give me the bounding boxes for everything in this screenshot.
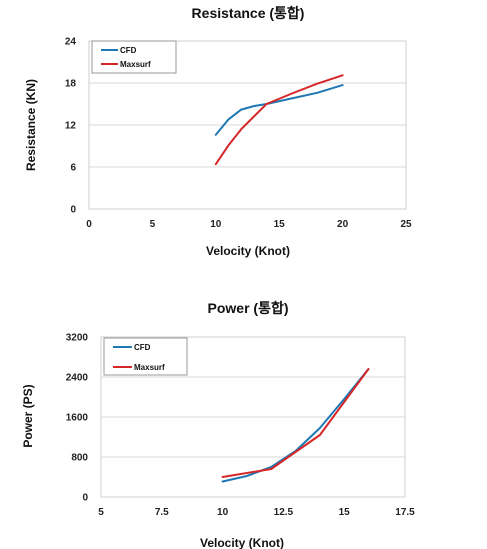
resistance-y-tick-label: 0 bbox=[70, 205, 76, 216]
power-x-tick-label: 17.5 bbox=[395, 507, 415, 518]
resistance-chart-title: Resistance (통합) bbox=[192, 5, 305, 21]
resistance-series bbox=[214, 74, 344, 166]
power-series-cfd-line bbox=[221, 368, 370, 483]
power-y-tick-label: 800 bbox=[71, 453, 88, 464]
power-y-axis-label: Power (PS) bbox=[21, 384, 35, 447]
power-y-tick-label: 0 bbox=[82, 493, 88, 504]
resistance-series-cfd-line bbox=[214, 84, 344, 136]
resistance-x-tick-label: 10 bbox=[210, 219, 222, 230]
power-x-tick-label: 15 bbox=[339, 507, 351, 518]
power-legend-cfd-label: CFD bbox=[134, 343, 151, 352]
power-x-tick-label: 10 bbox=[217, 507, 229, 518]
power-x-axis-label: Velocity (Knot) bbox=[200, 536, 284, 549]
resistance-legend-maxsurf-label: Maxsurf bbox=[120, 60, 151, 69]
resistance-x-axis-label: Velocity (Knot) bbox=[206, 244, 290, 258]
power-x-tick-label: 12.5 bbox=[274, 507, 294, 518]
resistance-legend-box bbox=[91, 40, 177, 74]
resistance-y-axis-label: Resistance (KN) bbox=[24, 79, 38, 171]
power-legend-box bbox=[103, 337, 188, 376]
power-chart-title: Power (통합) bbox=[208, 300, 289, 316]
resistance-chart: Resistance (통합) 0 6 12 18 24 0 5 10 15 20 25 Veloc… bbox=[24, 5, 412, 258]
power-chart: Power (통합) 0 800 1600 2400 3200 5 7.5 10 12.5 15 1… bbox=[21, 300, 415, 549]
resistance-series-maxsurf-line bbox=[214, 74, 344, 166]
resistance-plot-frame bbox=[88, 40, 407, 210]
power-y-tick-label: 2400 bbox=[66, 373, 89, 384]
resistance-legend-cfd-label: CFD bbox=[120, 46, 137, 55]
power-legend-maxsurf-label: Maxsurf bbox=[134, 363, 165, 372]
resistance-legend: CFD Maxsurf bbox=[91, 40, 177, 74]
resistance-y-tick-label: 12 bbox=[65, 121, 77, 132]
resistance-x-tick-label: 15 bbox=[274, 219, 286, 230]
power-x-tick-label: 7.5 bbox=[155, 507, 169, 518]
power-legend: CFD Maxsurf bbox=[103, 337, 188, 376]
resistance-x-tick-label: 20 bbox=[337, 219, 349, 230]
power-plot-frame bbox=[100, 336, 406, 498]
resistance-x-tick-label: 5 bbox=[150, 219, 156, 230]
power-y-tick-label: 1600 bbox=[66, 413, 89, 424]
power-tick-labels: 0 800 1600 2400 3200 5 7.5 10 12.5 15 17.5 bbox=[66, 333, 415, 519]
power-series-maxsurf-line bbox=[221, 368, 370, 478]
resistance-y-tick-label: 24 bbox=[65, 37, 77, 48]
resistance-y-tick-label: 6 bbox=[70, 163, 76, 174]
power-y-tick-label: 3200 bbox=[66, 333, 89, 344]
resistance-x-tick-label: 25 bbox=[400, 219, 412, 230]
resistance-tick-labels: 0 6 12 18 24 0 5 10 15 20 25 bbox=[65, 37, 412, 231]
resistance-x-tick-label: 0 bbox=[86, 219, 92, 230]
power-x-tick-label: 5 bbox=[98, 507, 104, 518]
power-series bbox=[221, 368, 370, 483]
resistance-y-tick-label: 18 bbox=[65, 79, 77, 90]
